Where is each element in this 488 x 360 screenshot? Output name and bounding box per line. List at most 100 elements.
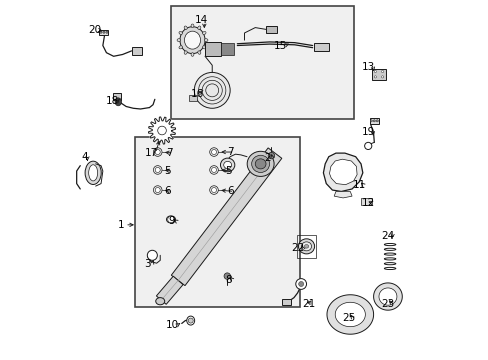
Text: 14: 14 xyxy=(194,15,208,26)
Polygon shape xyxy=(323,153,362,192)
Text: 18: 18 xyxy=(106,96,119,106)
Text: 21: 21 xyxy=(302,299,315,309)
Bar xyxy=(188,95,196,101)
Text: 8: 8 xyxy=(224,275,231,285)
Circle shape xyxy=(153,148,162,156)
Ellipse shape xyxy=(179,46,182,49)
Polygon shape xyxy=(373,283,402,310)
Ellipse shape xyxy=(223,161,231,168)
Text: 17: 17 xyxy=(144,148,158,158)
Ellipse shape xyxy=(177,39,180,41)
Circle shape xyxy=(153,186,162,194)
Ellipse shape xyxy=(204,39,207,41)
Bar xyxy=(135,137,300,307)
Circle shape xyxy=(267,152,274,159)
Bar xyxy=(369,118,378,123)
Circle shape xyxy=(372,120,375,122)
Ellipse shape xyxy=(180,27,204,54)
Circle shape xyxy=(364,142,371,149)
Ellipse shape xyxy=(197,26,201,30)
Text: 6: 6 xyxy=(226,186,233,197)
Circle shape xyxy=(298,282,303,287)
Ellipse shape xyxy=(115,98,121,106)
Text: 1: 1 xyxy=(117,220,124,230)
Text: 15: 15 xyxy=(273,41,286,50)
Circle shape xyxy=(147,250,157,260)
Polygon shape xyxy=(329,159,356,185)
Bar xyxy=(360,198,371,205)
Text: 6: 6 xyxy=(164,186,170,197)
Circle shape xyxy=(102,31,105,33)
Polygon shape xyxy=(326,295,373,334)
Ellipse shape xyxy=(202,31,205,35)
Circle shape xyxy=(381,76,383,78)
Ellipse shape xyxy=(88,165,98,181)
Polygon shape xyxy=(156,276,183,304)
Ellipse shape xyxy=(304,244,308,248)
Text: 13: 13 xyxy=(361,62,374,72)
Polygon shape xyxy=(378,288,396,305)
Polygon shape xyxy=(333,192,351,198)
Circle shape xyxy=(295,279,306,289)
Ellipse shape xyxy=(202,46,205,49)
Bar xyxy=(296,235,316,258)
Text: 5: 5 xyxy=(164,166,170,176)
Circle shape xyxy=(209,166,218,174)
Text: 20: 20 xyxy=(88,25,101,35)
Ellipse shape xyxy=(298,239,314,254)
Circle shape xyxy=(211,188,216,193)
Bar xyxy=(371,69,386,80)
Bar xyxy=(265,26,276,33)
Ellipse shape xyxy=(184,26,187,30)
Circle shape xyxy=(155,149,160,154)
Text: 16: 16 xyxy=(191,89,204,99)
Circle shape xyxy=(209,148,218,156)
Circle shape xyxy=(158,126,166,135)
Polygon shape xyxy=(171,148,281,285)
Ellipse shape xyxy=(194,72,230,108)
Text: 24: 24 xyxy=(381,231,394,240)
Circle shape xyxy=(155,167,160,172)
Ellipse shape xyxy=(191,53,194,56)
Text: 9: 9 xyxy=(168,216,175,226)
Ellipse shape xyxy=(184,51,187,54)
Ellipse shape xyxy=(155,298,164,305)
Text: 11: 11 xyxy=(352,180,365,190)
Bar xyxy=(204,42,221,56)
Circle shape xyxy=(100,31,102,33)
Bar xyxy=(282,299,291,305)
Text: 5: 5 xyxy=(224,166,231,176)
Polygon shape xyxy=(148,117,175,144)
Text: 22: 22 xyxy=(291,243,305,253)
Ellipse shape xyxy=(197,51,201,54)
Text: 7: 7 xyxy=(226,147,233,157)
Circle shape xyxy=(211,149,216,154)
Bar xyxy=(131,47,142,55)
Text: 25: 25 xyxy=(341,313,354,323)
Ellipse shape xyxy=(166,216,175,223)
Circle shape xyxy=(381,71,383,73)
Bar xyxy=(221,43,233,55)
Circle shape xyxy=(188,318,193,323)
Text: 2: 2 xyxy=(264,153,270,163)
Ellipse shape xyxy=(247,151,274,176)
Ellipse shape xyxy=(179,31,182,35)
Circle shape xyxy=(155,188,160,193)
Text: 12: 12 xyxy=(361,198,374,208)
Circle shape xyxy=(373,71,376,73)
Circle shape xyxy=(153,166,162,174)
Text: 7: 7 xyxy=(165,148,172,158)
Ellipse shape xyxy=(184,31,200,49)
Text: 3: 3 xyxy=(144,259,151,269)
Polygon shape xyxy=(335,302,365,327)
Ellipse shape xyxy=(85,161,101,184)
Ellipse shape xyxy=(186,316,194,325)
Ellipse shape xyxy=(255,159,265,169)
Bar xyxy=(314,42,328,50)
Text: 19: 19 xyxy=(361,127,374,136)
Circle shape xyxy=(167,216,174,223)
Text: 10: 10 xyxy=(166,320,179,330)
Circle shape xyxy=(375,120,378,122)
Text: 4: 4 xyxy=(81,152,88,162)
Circle shape xyxy=(373,76,376,78)
